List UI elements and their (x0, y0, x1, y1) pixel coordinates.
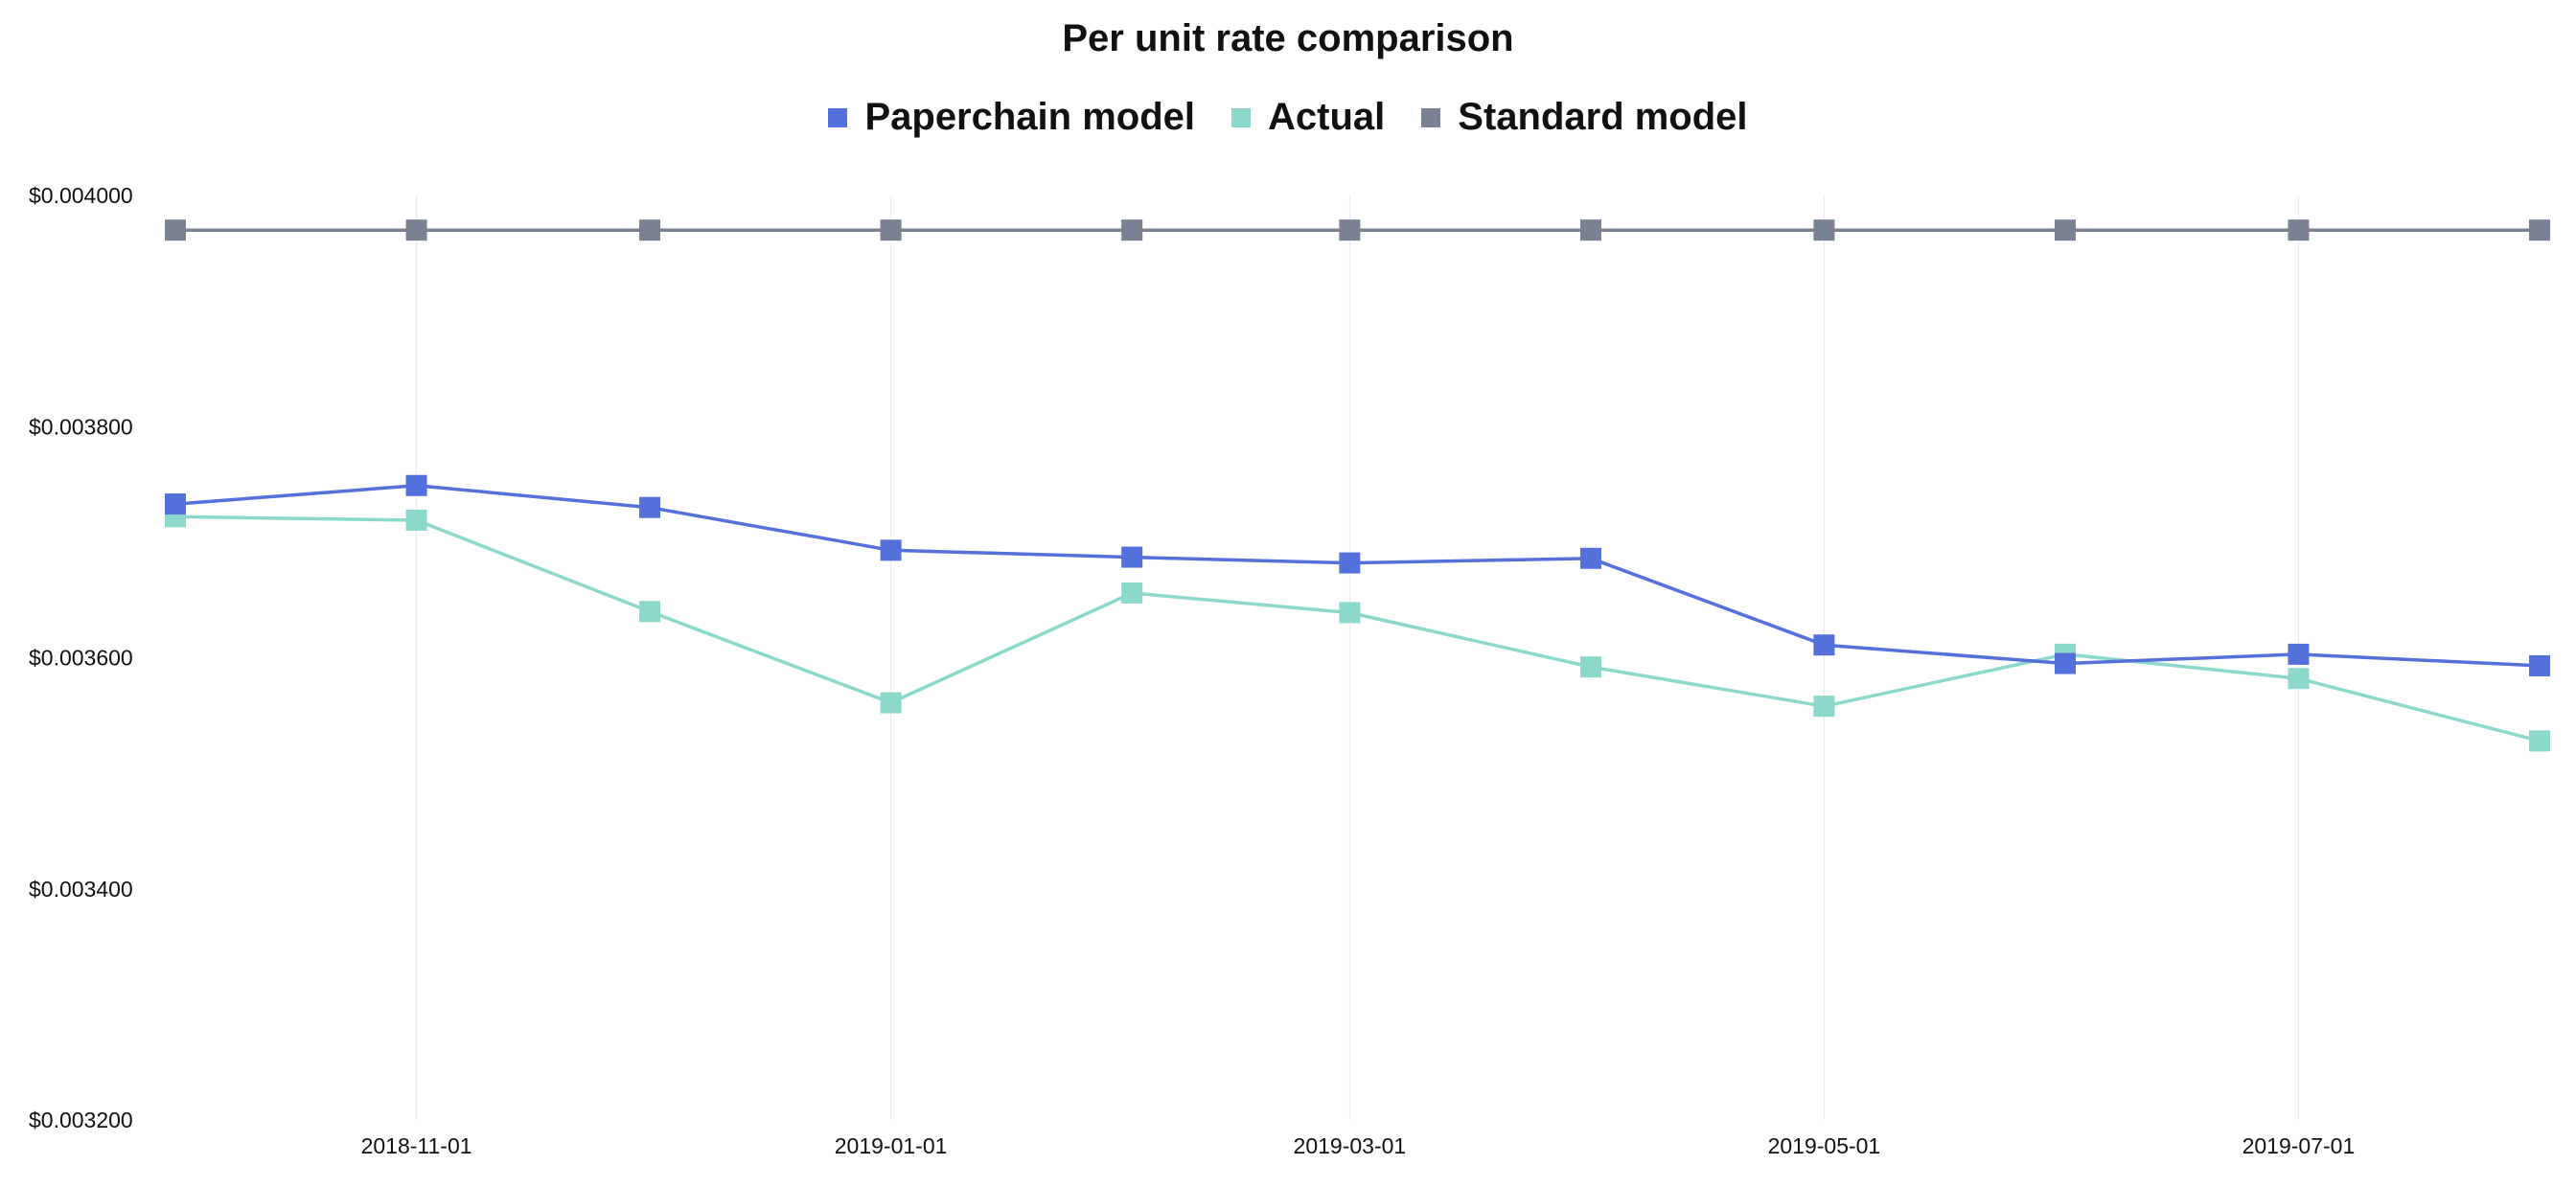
legend-swatch-standard-model (1421, 107, 1441, 127)
data-point-paperchain-model (405, 474, 427, 496)
legend-label-actual: Actual (1268, 96, 1386, 138)
data-point-standard-model (405, 219, 427, 241)
data-point-standard-model (1579, 219, 1601, 241)
x-tick-label: 2018-11-01 (361, 1133, 472, 1158)
data-point-actual (1579, 656, 1601, 678)
legend: Paperchain model Actual Standard model (0, 96, 2576, 139)
legend-label-paperchain-model: Paperchain model (864, 96, 1196, 138)
data-point-paperchain-model (2529, 654, 2550, 676)
legend-swatch-paperchain-model (828, 107, 848, 127)
y-tick-label: $0.003600 (29, 646, 133, 671)
data-point-paperchain-model (2054, 652, 2076, 674)
data-point-actual (880, 692, 902, 714)
data-point-paperchain-model (1813, 634, 1835, 656)
data-point-paperchain-model (1121, 546, 1143, 568)
data-point-standard-model (1813, 219, 1835, 241)
legend-item-standard-model[interactable]: Standard model (1421, 96, 1748, 139)
chart-title: Per unit rate comparison (1062, 17, 1514, 59)
data-point-actual (2288, 668, 2310, 690)
data-point-standard-model (639, 219, 661, 241)
data-point-actual (405, 509, 427, 531)
data-point-standard-model (1339, 219, 1361, 241)
data-point-standard-model (2288, 219, 2310, 241)
x-tick-label: 2019-03-01 (1294, 1133, 1407, 1158)
legend-swatch-actual (1231, 107, 1252, 127)
data-point-paperchain-model (165, 493, 186, 515)
data-point-actual (2529, 730, 2550, 752)
y-tick-label: $0.003200 (29, 1108, 133, 1132)
x-tick-label: 2019-05-01 (1768, 1133, 1881, 1158)
y-tick-label: $0.004000 (29, 183, 133, 208)
data-point-paperchain-model (880, 539, 902, 561)
x-tick-label: 2019-01-01 (835, 1133, 948, 1158)
data-point-standard-model (880, 219, 902, 241)
data-point-actual (1813, 696, 1835, 718)
data-point-standard-model (165, 219, 186, 241)
legend-label-standard-model: Standard model (1458, 96, 1748, 138)
y-tick-label: $0.003800 (29, 414, 133, 439)
data-point-standard-model (2529, 219, 2550, 241)
y-tick-label: $0.003400 (29, 877, 133, 902)
legend-item-actual[interactable]: Actual (1231, 96, 1385, 139)
legend-item-paperchain-model[interactable]: Paperchain model (828, 96, 1195, 139)
series-line-paperchain-model (174, 484, 2541, 668)
data-point-paperchain-model (2288, 643, 2310, 665)
data-point-actual (639, 601, 661, 623)
data-point-paperchain-model (1579, 547, 1601, 569)
data-point-standard-model (2054, 219, 2076, 241)
data-point-actual (1339, 602, 1361, 624)
data-point-paperchain-model (639, 496, 661, 518)
data-point-paperchain-model (1339, 552, 1361, 574)
series-line-actual (174, 514, 2541, 743)
data-point-actual (1121, 582, 1143, 604)
data-point-standard-model (1121, 219, 1143, 241)
x-tick-label: 2019-07-01 (2242, 1133, 2356, 1158)
